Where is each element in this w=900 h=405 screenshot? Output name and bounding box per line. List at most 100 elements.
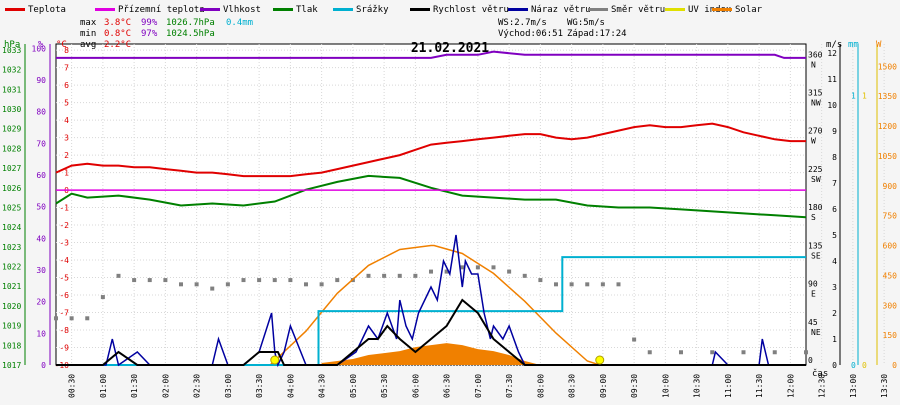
tick-label-direction-name: N (811, 60, 816, 69)
wind-direction-point (491, 265, 496, 270)
legend-label: Solar (735, 5, 763, 15)
wind-direction-point (210, 286, 215, 291)
legend-label: Náraz větru (531, 5, 591, 15)
tick-label-ms: 4 (832, 257, 837, 266)
tick-label-ms: 7 (832, 179, 837, 188)
tick-label-hpa: 1024 (2, 223, 21, 232)
x-tick-label: 06:30 (443, 374, 452, 398)
axes: hPa% °C1033103210311030102910281027102610… (2, 40, 897, 370)
axis-title-mm: mm (848, 40, 859, 50)
legend-label: Přízemní teplota (118, 5, 205, 15)
grid-lines (56, 44, 885, 366)
x-tick-label: 03:00 (224, 374, 233, 398)
x-tick-label: 01:30 (130, 374, 139, 398)
rain-line (56, 256, 806, 366)
legend-swatch (200, 8, 220, 11)
tick-label-direction-deg: 225 (808, 165, 823, 174)
sun-event-marker (270, 355, 280, 365)
x-tick-label: 00:30 (68, 374, 77, 398)
stats-avg-temp: 2.2°C (104, 40, 131, 50)
tick-label-w: 900 (883, 182, 898, 191)
wind-direction-point (632, 337, 637, 342)
tick-label-hpa: 1028 (2, 144, 21, 153)
tick-label-w: 1350 (878, 92, 897, 101)
legend-label: Rychlost větru (433, 5, 509, 15)
tick-label-ms: 0 (832, 361, 837, 370)
tick-label-degc: -5 (59, 274, 69, 283)
tick-label-hpa: 1027 (2, 164, 21, 173)
stats-max-label: max (80, 18, 97, 28)
sunrise-time: Východ:06:51 (498, 29, 563, 39)
legend-swatch (410, 8, 430, 11)
legend: Teplota Přízemní teplota Vlhkost Tlak Srážky… (5, 5, 763, 15)
x-tick-label: 05:00 (349, 374, 358, 398)
tick-label-degc: -6 (59, 291, 69, 300)
tick-label-direction-name: W (811, 137, 816, 146)
wind-direction-point (569, 282, 574, 287)
wind-direction-point (444, 269, 449, 274)
wind-direction-point (382, 273, 387, 278)
tick-label-uv: 0 (862, 361, 867, 370)
tick-label-hpa: 1030 (2, 105, 21, 114)
wind-direction-point (366, 273, 371, 278)
x-tick-label: 11:30 (755, 374, 764, 398)
tick-label-degc: 1 (64, 169, 69, 178)
x-tick-label: 01:00 (99, 374, 108, 398)
tick-label-mm: 0 (851, 361, 856, 370)
stats-max-press: 1026.7hPa (166, 18, 215, 28)
x-tick-label: 03:30 (255, 374, 264, 398)
x-tick-label: 02:00 (161, 374, 170, 398)
stats-min-press: 1024.5hPa (166, 29, 215, 39)
wind-direction-point (163, 278, 168, 283)
x-tick-label: 10:00 (661, 374, 670, 398)
wind-direction-point (413, 273, 418, 278)
wind-direction-point (225, 282, 230, 287)
wind-direction-point (772, 350, 777, 355)
tick-label-ms: 12 (827, 49, 837, 58)
wind-direction-point (241, 278, 246, 283)
legend-swatch (588, 8, 608, 11)
wind-direction-point (194, 282, 199, 287)
tick-label-hpa: 1020 (2, 302, 21, 311)
tick-label-hpa: 1017 (2, 361, 21, 370)
wind-direction-point (616, 282, 621, 287)
stats-min-hum: 97% (141, 29, 158, 39)
tick-label-hpa: 1019 (2, 322, 21, 331)
x-tick-label: 07:00 (474, 374, 483, 398)
wind-direction-point (585, 282, 590, 287)
tick-label-pct: 60 (36, 171, 46, 180)
wind-direction-point (475, 265, 480, 270)
wind-direction-point (69, 316, 74, 321)
tick-label-pct: 30 (36, 266, 46, 275)
tick-label-hpa: 1018 (2, 341, 21, 350)
tick-label-direction-name: SE (811, 251, 821, 260)
tick-label-ms: 9 (832, 127, 837, 136)
tick-label-degc: 7 (64, 64, 69, 73)
tick-label-direction-deg: 90 (808, 280, 818, 289)
tick-label-direction-name: E (811, 290, 816, 299)
tick-label-degc: 3 (64, 134, 69, 143)
tick-label-degc: -7 (59, 309, 69, 318)
legend-swatch (712, 8, 732, 11)
tick-label-degc: -2 (59, 221, 69, 230)
tick-label-hpa: 1033 (2, 46, 21, 55)
tick-label-degc: -9 (59, 344, 69, 353)
wind-direction-point (288, 278, 293, 283)
legend-swatch (95, 8, 115, 11)
tick-label-hpa: 1031 (2, 85, 21, 94)
tick-label-degc: 5 (64, 99, 69, 108)
tick-label-degc: 8 (64, 46, 69, 55)
tick-label-ms: 11 (827, 75, 837, 84)
axis-title-pct: % (38, 40, 44, 50)
stats-block: max 3.8°C 99% 1026.7hPa 0.4mm min 0.8°C … (80, 18, 253, 50)
tick-label-ms: 1 (832, 335, 837, 344)
legend-swatch (5, 8, 25, 11)
x-tick-label: 12:30 (818, 374, 827, 398)
tick-label-direction-name: S (811, 213, 816, 222)
x-tick-label: 09:30 (630, 374, 639, 398)
temperature-line (55, 122, 806, 178)
wind-direction-point (554, 282, 558, 287)
x-axis: 00:30 01:00 01:30 02:00 02:30 03:00 03:30 04:00… (68, 374, 890, 398)
tick-label-direction-deg: 360 (808, 50, 823, 59)
